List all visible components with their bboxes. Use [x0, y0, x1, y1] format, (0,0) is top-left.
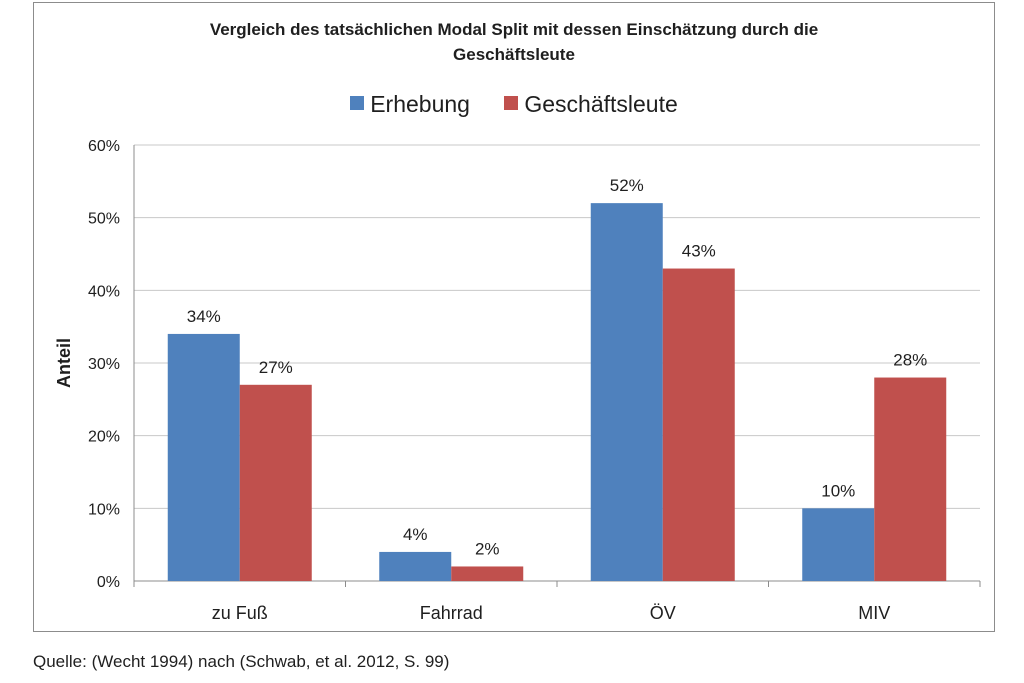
chart-title-line-2: Geschäftsleute [453, 45, 575, 64]
y-tick-label: 10% [88, 501, 120, 518]
chart-legend: Erhebung Geschäftsleute [33, 89, 995, 119]
y-axis-label: Anteil [54, 338, 74, 388]
chart-title: Vergleich des tatsächlichen Modal Split … [33, 17, 995, 67]
y-tick-label: 30% [88, 356, 120, 373]
x-tick-label: Fahrrad [420, 603, 483, 623]
legend-label-geschaeftsleute: Geschäftsleute [524, 91, 678, 117]
legend-swatch-erhebung [350, 96, 365, 110]
data-label: 10% [821, 481, 855, 500]
x-tick-label: zu Fuß [212, 603, 268, 623]
data-label: 28% [893, 351, 927, 370]
legend-swatch-geschaeftsleute [504, 96, 519, 110]
data-label: 4% [403, 525, 428, 544]
data-label: 52% [610, 176, 644, 195]
data-label: 43% [682, 242, 716, 261]
legend-item-erhebung: Erhebung [350, 89, 470, 119]
source-note: Quelle: (Wecht 1994) nach (Schwab, et al… [33, 652, 450, 671]
bar-geschaeftsleute [662, 268, 735, 581]
y-tick-label: 50% [88, 211, 120, 228]
legend-item-geschaeftsleute: Geschäftsleute [504, 89, 678, 119]
bar-erhebung [379, 551, 452, 581]
data-label: 27% [259, 358, 293, 377]
bar-erhebung [802, 508, 875, 581]
legend-label-erhebung: Erhebung [370, 91, 470, 117]
bar-erhebung [167, 333, 240, 581]
data-label: 2% [475, 539, 500, 558]
bar-geschaeftsleute [451, 566, 524, 581]
x-tick-label: MIV [858, 603, 890, 623]
bar-geschaeftsleute [874, 377, 947, 581]
y-tick-label: 20% [88, 429, 120, 446]
bar-erhebung [590, 203, 663, 581]
y-tick-label: 40% [88, 283, 120, 300]
x-tick-label: ÖV [650, 603, 676, 623]
chart-title-line-1: Vergleich des tatsächlichen Modal Split … [209, 20, 819, 39]
data-label: 34% [187, 307, 221, 326]
y-tick-label: 60% [88, 138, 120, 155]
chart-plot: 0% 10% 20% 30% 40% 50% 60% Anteil 34% 27% zu Fuß 4%… [54, 138, 981, 623]
bar-geschaeftsleute [239, 384, 312, 581]
y-tick-label: 0% [97, 574, 120, 591]
